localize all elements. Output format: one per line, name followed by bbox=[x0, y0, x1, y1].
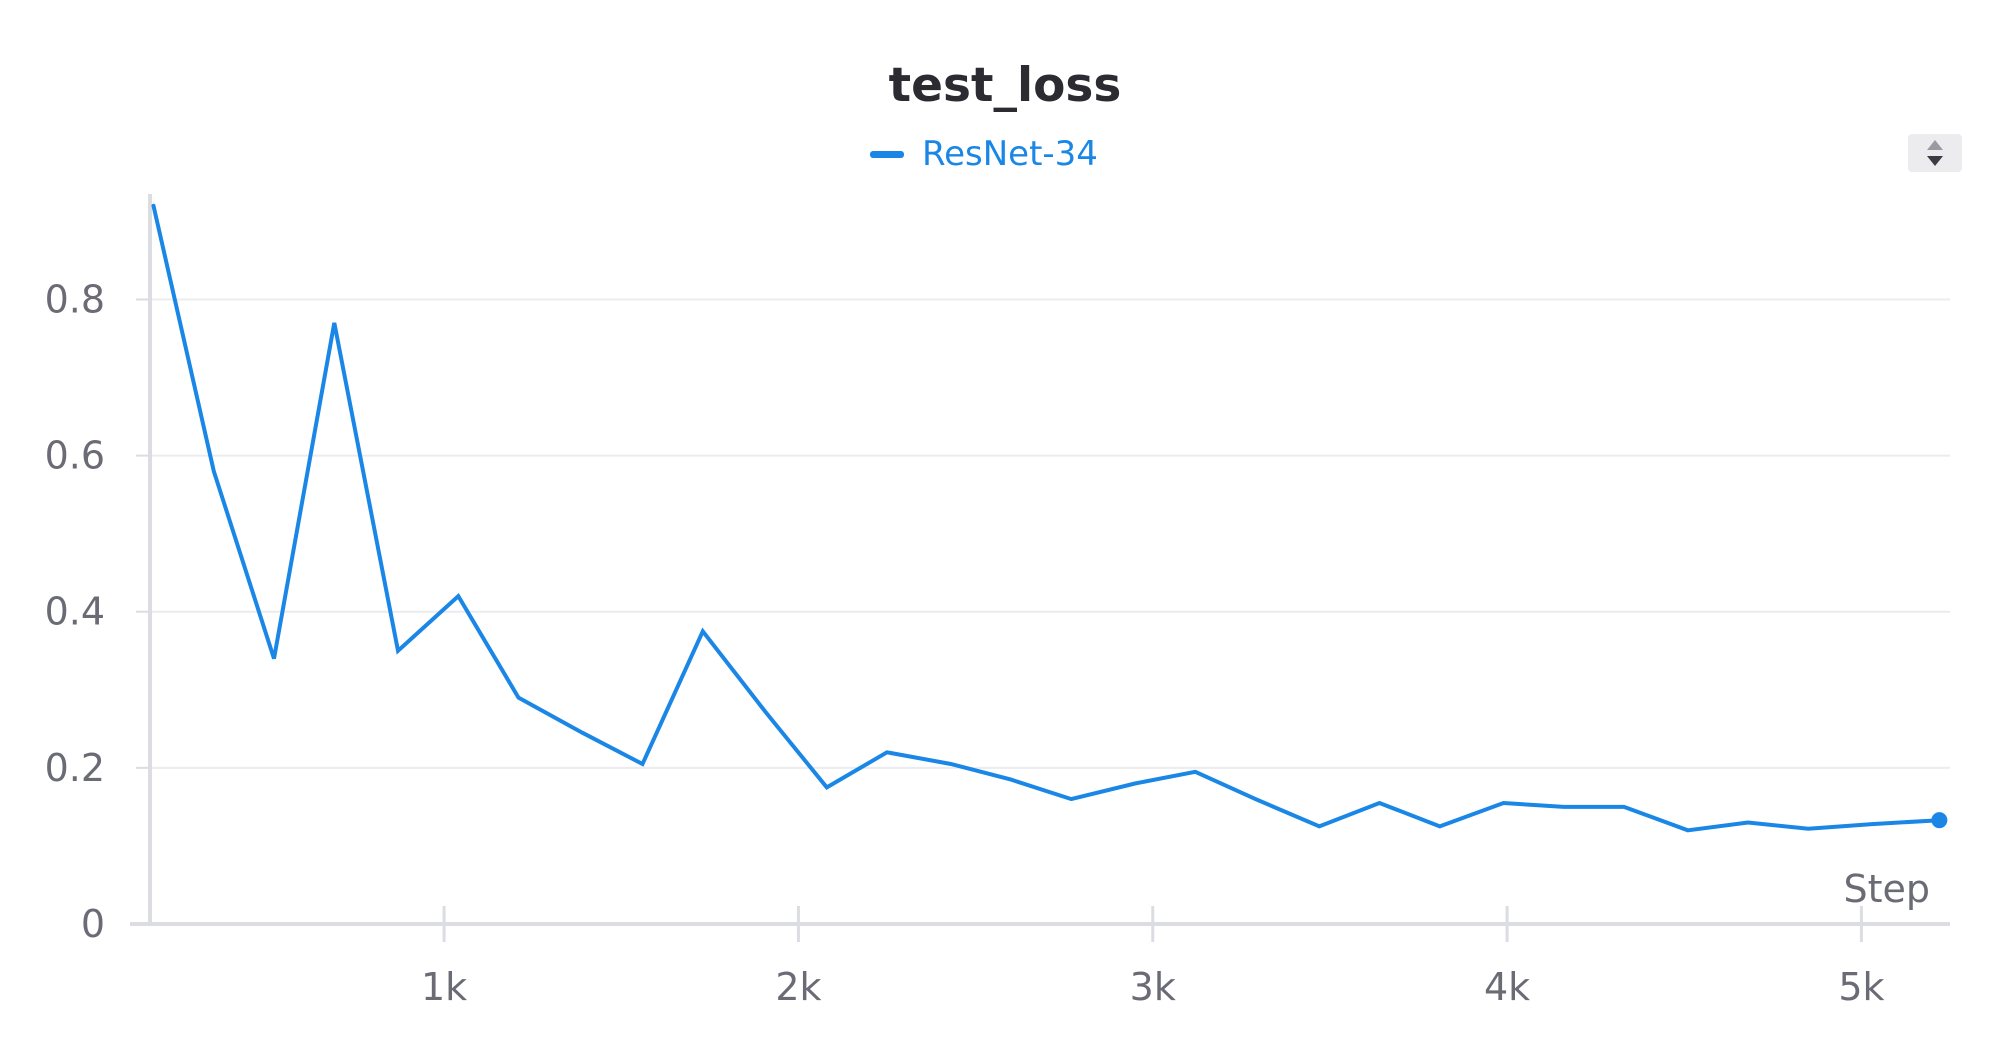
y-tick-label: 0 bbox=[81, 902, 105, 946]
x-tick-label: 2k bbox=[775, 965, 821, 1009]
series-layer bbox=[151, 203, 1948, 833]
grid-lines bbox=[150, 298, 1950, 769]
last-data-point bbox=[1931, 812, 1948, 829]
y-tick-label: 0.8 bbox=[45, 277, 105, 321]
up-down-arrows-icon bbox=[1927, 140, 1943, 166]
axes: 0 0.2 0.4 0.6 0.8 1k 2k 3k 4k 5k Step bbox=[45, 194, 1950, 1009]
x-axis-title: Step bbox=[1843, 867, 1930, 911]
chart-title: test_loss bbox=[888, 58, 1122, 113]
x-tick-label: 1k bbox=[421, 965, 467, 1009]
x-tick-label: 4k bbox=[1484, 965, 1530, 1009]
x-tick-label: 3k bbox=[1130, 965, 1176, 1009]
x-tick-label: 5k bbox=[1838, 965, 1884, 1009]
legend-label: ResNet-34 bbox=[922, 134, 1098, 174]
legend-swatch bbox=[870, 150, 904, 158]
y-tick-label: 0.6 bbox=[45, 434, 105, 478]
y-tick-label: 0.2 bbox=[45, 746, 105, 790]
series-line-resnet-34 bbox=[151, 203, 1942, 833]
legend-item-resnet-34[interactable]: ResNet-34 bbox=[870, 134, 1098, 174]
legend-scroll-button[interactable] bbox=[1908, 134, 1962, 172]
y-tick-label: 0.4 bbox=[45, 590, 105, 634]
